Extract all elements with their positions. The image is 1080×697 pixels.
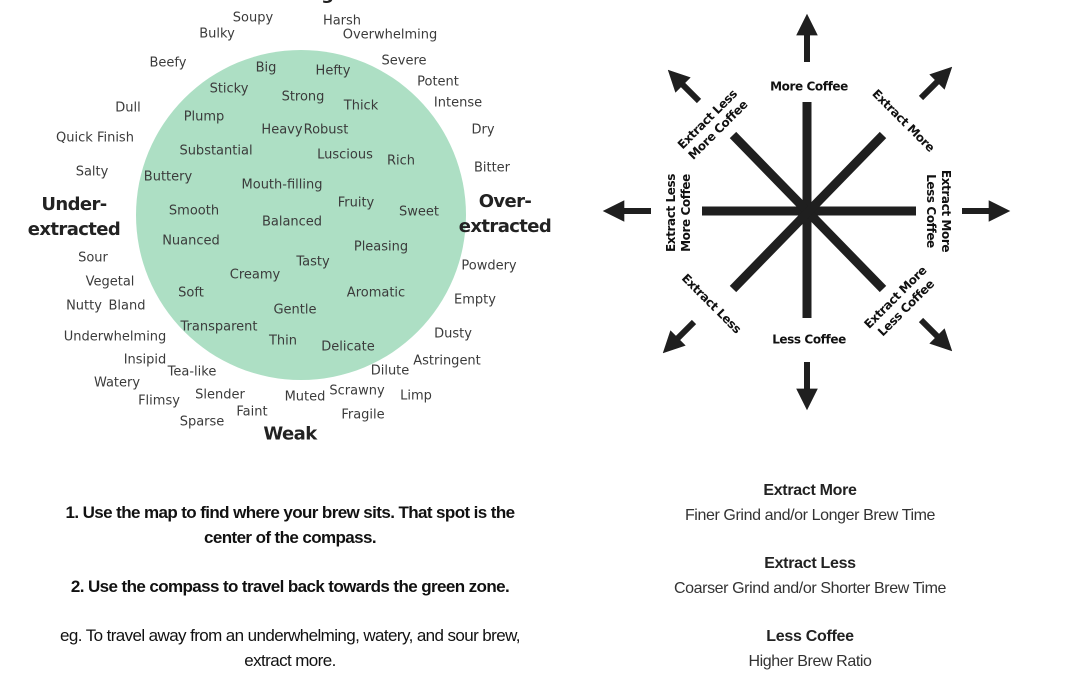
map-word: Limp <box>400 388 432 404</box>
legend-item: Extract Less Coarser Grind and/or Shorte… <box>640 551 980 601</box>
legend-item: Less Coffee Higher Brew Ratio <box>640 624 980 674</box>
map-word: Insipid <box>123 352 167 368</box>
compass-label-east: Extract More Less Coffee <box>924 169 953 253</box>
map-word: Tasty <box>296 254 330 270</box>
legend-desc: Higher Brew Ratio <box>748 653 872 670</box>
map-word: Sweet <box>399 204 439 220</box>
map-word: Dry <box>471 122 495 138</box>
map-word: Potent <box>417 74 459 90</box>
map-word: Sparse <box>179 414 225 430</box>
compass-label-north: More Coffee <box>770 79 848 94</box>
zone-title-weak: Weak <box>263 423 317 445</box>
compass-graphic <box>602 13 1011 411</box>
instruction-example: eg. To travel away from an underwhelming… <box>60 626 520 670</box>
coffee-taste-map: Big Hefty Sticky Strong Thick Plump Heav… <box>0 0 580 460</box>
map-word: Dull <box>115 100 141 116</box>
map-word: Thick <box>343 98 379 114</box>
arrow-down-left-icon <box>662 319 697 354</box>
compass-spokes <box>702 102 916 318</box>
map-word: Bitter <box>473 160 511 176</box>
map-word: Empty <box>454 292 496 308</box>
map-word: Overwhelming <box>342 27 438 43</box>
map-word: Vegetal <box>85 274 135 290</box>
instructions: 1. Use the map to find where your brew s… <box>40 500 540 697</box>
map-word: Aromatic <box>346 285 406 301</box>
map-word: Luscious <box>317 147 373 163</box>
zone-title-strong: Strong <box>269 0 335 7</box>
legend-title: Extract Less <box>764 555 856 572</box>
map-word: Strong <box>281 89 325 105</box>
map-word: Severe <box>381 53 427 69</box>
map-word: Sour <box>78 250 108 266</box>
map-word: Slender <box>195 387 245 403</box>
map-word: Heavy <box>261 122 303 138</box>
map-word: Gentle <box>273 302 317 318</box>
map-word: Astringent <box>413 353 481 369</box>
map-word: Fragile <box>341 407 385 423</box>
legend-title: Less Coffee <box>766 628 854 645</box>
map-word: Tea-like <box>167 364 217 380</box>
map-word: Smooth <box>168 203 220 219</box>
map-word: Quick Finish <box>56 130 134 146</box>
map-word: Plump <box>183 109 225 125</box>
map-word: Salty <box>75 164 109 180</box>
brew-compass: More Coffee Less Coffee Extract Less More… <box>600 0 1020 430</box>
zone-title-under-extracted: Under-extracted <box>27 194 121 240</box>
arrow-up-left-icon <box>667 69 702 104</box>
map-word: Underwhelming <box>63 329 167 345</box>
map-word: Dusty <box>434 326 472 342</box>
map-word: Substantial <box>179 143 253 159</box>
compass-spoke-diagonal-up <box>729 131 887 293</box>
legend-title: Extract More <box>763 482 857 499</box>
map-word: Powdery <box>461 258 517 274</box>
map-word: Scrawny <box>329 383 385 399</box>
map-word: Robust <box>303 122 349 138</box>
map-word: Transparent <box>180 319 258 335</box>
map-word: Rich <box>386 153 416 169</box>
map-word: Nutty <box>66 298 102 314</box>
map-word: Buttery <box>143 169 193 185</box>
map-word: Soupy <box>232 10 274 26</box>
map-word: Bland <box>108 298 146 314</box>
map-word: Nuanced <box>162 233 220 249</box>
map-word: Sticky <box>209 81 249 97</box>
map-word: Bulky <box>199 26 235 42</box>
map-word: Balanced <box>261 214 323 230</box>
map-word: Pleasing <box>353 239 409 255</box>
map-word: Harsh <box>322 13 362 29</box>
map-word: Watery <box>93 375 141 391</box>
map-word: Dilute <box>370 363 410 379</box>
map-word: Mouth-filling <box>241 177 323 193</box>
map-word: Big <box>255 60 277 76</box>
map-word: Flimsy <box>138 393 180 409</box>
map-word: Thin <box>268 333 298 349</box>
map-word: Hefty <box>315 63 351 79</box>
instruction-step-2: 2. Use the compass to travel back toward… <box>70 577 510 596</box>
map-word: Faint <box>236 404 268 420</box>
map-word: Creamy <box>229 267 281 283</box>
compass-label-west: Extract Less More Coffee <box>664 174 693 252</box>
arrow-up-right-icon <box>918 66 953 101</box>
compass-label-south: Less Coffee <box>772 332 846 347</box>
zone-title-over-extracted: Over-extracted <box>458 191 552 237</box>
map-word: Fruity <box>337 195 375 211</box>
map-word: Beefy <box>149 55 187 71</box>
map-word: Soft <box>178 285 204 301</box>
instruction-step-1: 1. Use the map to find where your brew s… <box>65 503 516 547</box>
map-word: Muted <box>284 389 326 405</box>
green-zone-circle <box>136 50 466 380</box>
legend-desc: Finer Grind and/or Longer Brew Time <box>684 507 936 524</box>
compass-arrows <box>602 13 1011 411</box>
compass-legend: Extract More Finer Grind and/or Longer B… <box>640 478 980 697</box>
map-word: Delicate <box>321 339 375 355</box>
legend-desc: Coarser Grind and/or Shorter Brew Time <box>673 580 947 597</box>
legend-item: Extract More Finer Grind and/or Longer B… <box>640 478 980 528</box>
map-word: Intense <box>433 95 483 111</box>
arrow-down-right-icon <box>918 317 953 352</box>
